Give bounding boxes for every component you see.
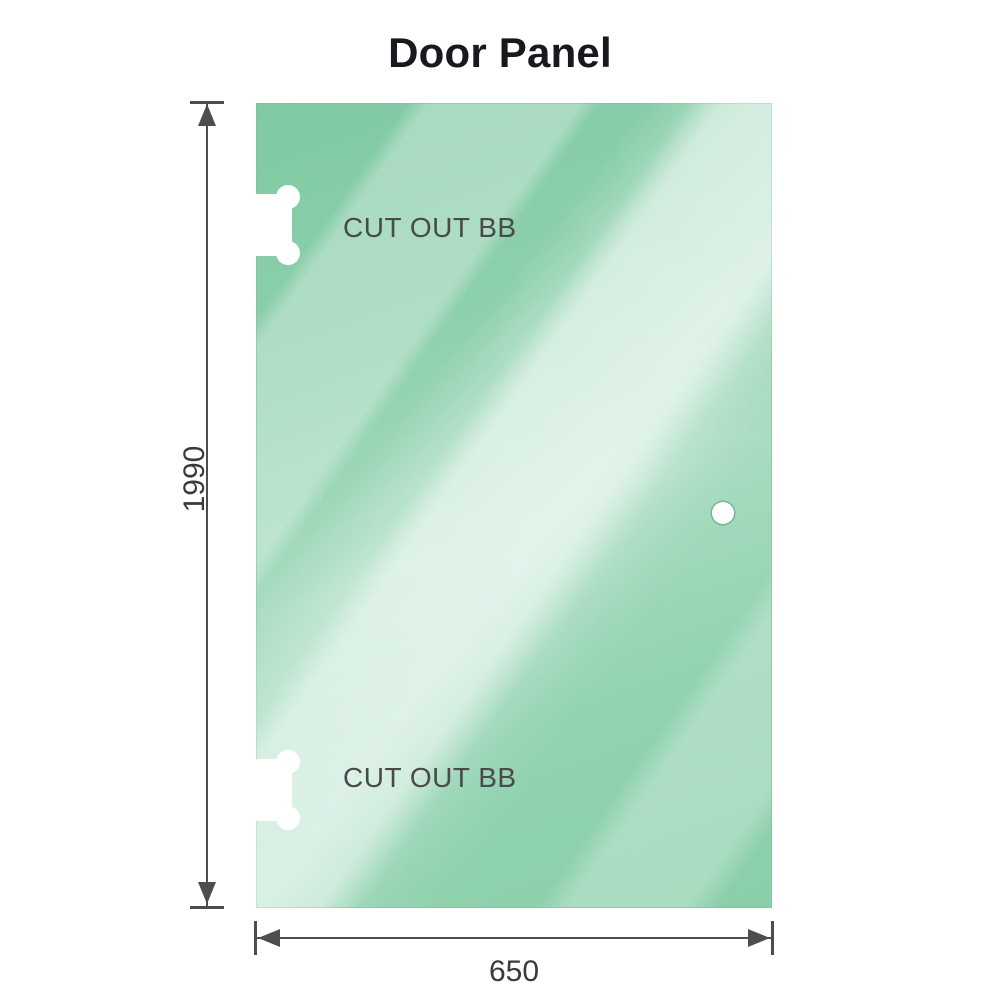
- dimension-label-width: 650: [488, 955, 540, 988]
- cutout-notch-lobe-top: [276, 750, 300, 774]
- handle-hole-icon: [712, 502, 734, 524]
- panel-glass-fill: [256, 103, 772, 908]
- dimension-line-horizontal: [256, 937, 772, 939]
- dimension-extension-tick-bottom: [190, 906, 224, 909]
- cutout-notch-lobe-top: [276, 185, 300, 209]
- page-title: Door Panel: [388, 29, 612, 76]
- dimension-arrow-up-icon: [198, 104, 216, 126]
- cutout-notch-bottom: [256, 750, 300, 830]
- cutout-notch-lobe-bottom: [276, 806, 300, 830]
- cutout-notch-top: [256, 185, 300, 265]
- cutout-label-bottom: CUT OUT BB: [343, 762, 517, 793]
- dimension-line-vertical: [206, 103, 208, 908]
- dimension-extension-tick-left: [254, 921, 257, 955]
- cutout-label-top: CUT OUT BB: [343, 212, 517, 243]
- dimension-arrow-right-icon: [748, 929, 770, 947]
- glass-door-panel: CUT OUT BB CUT OUT BB: [256, 103, 772, 908]
- dimension-extension-tick-right: [771, 921, 774, 955]
- dimension-arrow-left-icon: [258, 929, 280, 947]
- dimension-extension-tick-top: [190, 101, 224, 104]
- cutout-notch-lobe-bottom: [276, 241, 300, 265]
- dimension-label-height: 1990: [178, 445, 211, 513]
- dimension-arrow-down-icon: [198, 882, 216, 904]
